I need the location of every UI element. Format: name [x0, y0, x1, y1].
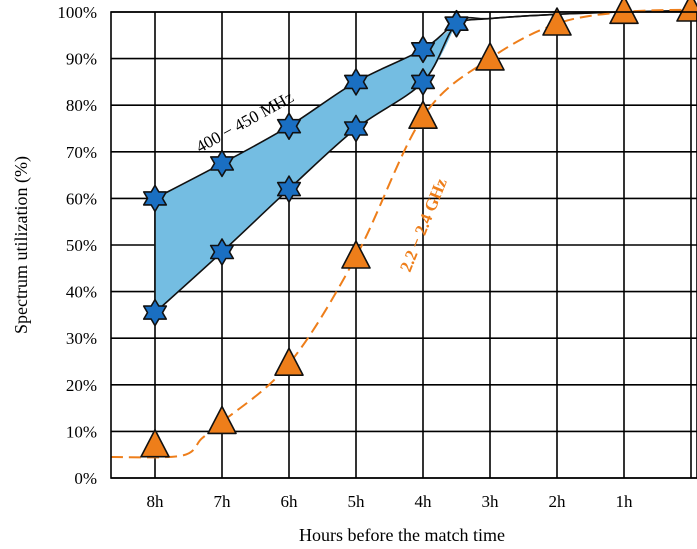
band-fill-400-450mhz	[155, 23, 457, 313]
x-tick-label: 2h	[549, 492, 567, 511]
y-tick-label: 70%	[66, 143, 97, 162]
triangle-marker	[274, 347, 304, 376]
y-axis-label: Spectrum utilization (%)	[11, 156, 32, 334]
x-tick-label: 1h	[616, 492, 634, 511]
star-marker	[410, 35, 436, 64]
star-marker	[142, 298, 168, 327]
triangle-marker	[207, 405, 237, 435]
y-tick-label: 80%	[66, 96, 97, 115]
y-tick-label: 60%	[66, 189, 97, 208]
x-axis-label: Hours before the match time	[299, 525, 505, 545]
x-tick-label: 4h	[415, 492, 433, 511]
triangle-marker	[676, 0, 697, 22]
star-marker	[343, 114, 369, 143]
star-marker	[142, 184, 168, 213]
x-tick-label: 8h	[147, 492, 165, 511]
y-tick-label: 90%	[66, 50, 97, 69]
x-tick-label: 7h	[214, 492, 232, 511]
star-marker	[276, 175, 302, 203]
star-marker	[276, 112, 302, 140]
markers	[140, 0, 697, 458]
triangle-marker	[542, 7, 572, 36]
band-lower-line	[154, 9, 692, 314]
y-tick-label: 40%	[66, 283, 97, 302]
star-marker	[343, 68, 369, 96]
x-tick-labels: 8h 7h 6h 5h 4h 3h 2h 1h	[147, 492, 634, 511]
star-marker	[410, 68, 436, 96]
x-tick-label: 6h	[281, 492, 299, 511]
y-tick-label: 100%	[57, 3, 97, 22]
y-tick-label: 0%	[74, 469, 97, 488]
y-tick-label: 20%	[66, 376, 97, 395]
star-marker	[209, 238, 235, 266]
plot-frame	[110, 11, 697, 479]
triangle-marker	[475, 42, 505, 71]
triangle-marker	[140, 428, 170, 458]
y-tick-label: 30%	[66, 329, 97, 348]
star-marker	[209, 149, 235, 178]
triangle-marker	[341, 240, 371, 269]
x-tick-label: 5h	[348, 492, 366, 511]
x-tick-label: 3h	[482, 492, 500, 511]
y-tick-labels: 0% 10% 20% 30% 40% 50% 60% 70% 80% 90% 100%	[57, 3, 97, 488]
y-tick-label: 50%	[66, 236, 97, 255]
star-marker	[444, 9, 469, 38]
y-tick-label: 10%	[66, 422, 97, 441]
triangle-marker	[408, 100, 438, 129]
